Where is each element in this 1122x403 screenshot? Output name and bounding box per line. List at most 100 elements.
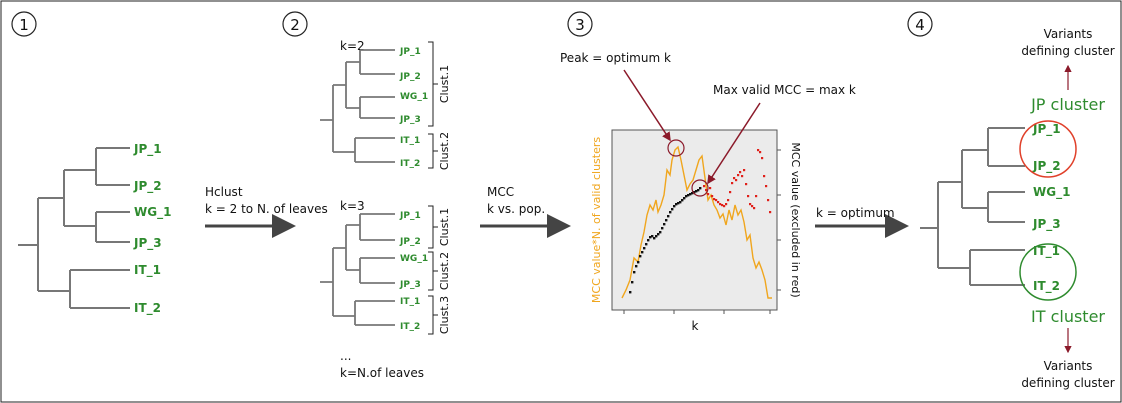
step-marker-2: 2: [282, 11, 308, 37]
leaf-label: WG_1: [400, 254, 428, 264]
valid-point: [641, 251, 644, 254]
valid-point: [647, 239, 650, 242]
arrow-mcc-desc: k vs. pop.: [487, 202, 545, 216]
leaf-label: JP_1: [399, 211, 421, 221]
top-variants-note: Variants: [1044, 27, 1093, 41]
cluster-label: Clust.3: [438, 296, 451, 334]
valid-mcc-points: [629, 187, 702, 294]
valid-point: [695, 190, 698, 193]
svg-text:1: 1: [19, 16, 29, 34]
valid-point: [639, 255, 642, 258]
leaf-label: JP_3: [1032, 217, 1061, 232]
excluded-point: [703, 185, 706, 188]
excluded-point: [705, 189, 708, 192]
valid-point: [637, 261, 640, 264]
cluster-label: Clust.1: [438, 208, 451, 246]
leaf-label: IT_2: [1033, 279, 1060, 294]
excluded-point: [735, 179, 738, 182]
excluded-point: [727, 199, 730, 202]
valid-point: [661, 227, 664, 230]
valid-point: [699, 187, 702, 190]
excluded-point: [717, 201, 720, 204]
valid-point: [679, 201, 682, 204]
cluster-label: Clust.2: [438, 252, 451, 290]
excluded-point: [741, 175, 744, 178]
leaf-label: WG_1: [134, 205, 171, 220]
leaf-label: IT_2: [134, 301, 161, 316]
k3-brackets: [428, 205, 438, 335]
excluded-point: [747, 195, 750, 198]
leaf-label: WG_1: [1033, 185, 1070, 200]
valid-point: [653, 237, 656, 240]
valid-point: [657, 233, 660, 236]
excluded-point: [745, 183, 748, 186]
valid-point: [673, 205, 676, 208]
valid-point: [691, 192, 694, 195]
leaf-label: JP_2: [399, 237, 421, 247]
excluded-point: [723, 205, 726, 208]
valid-point: [685, 195, 688, 198]
valid-point: [671, 208, 674, 211]
arrow-hclust-range: k = 2 to N. of leaves: [205, 202, 328, 216]
excluded-point: [763, 175, 766, 178]
arrow-mcc-label: MCC: [487, 185, 514, 199]
valid-point: [629, 291, 632, 294]
leaf-label: IT_1: [134, 263, 161, 278]
plot-ticks: [623, 149, 781, 314]
step-marker-4: 4: [907, 11, 933, 37]
excluded-point: [769, 211, 772, 214]
step-marker-3: 3: [567, 11, 593, 37]
leaf-label: IT_2: [400, 322, 420, 332]
dendrogram-k2: [320, 49, 395, 163]
svg-text:3: 3: [575, 16, 585, 34]
valid-point: [659, 231, 662, 234]
excluded-point: [759, 151, 762, 154]
dendrogram-k3: [320, 213, 395, 326]
excluded-point: [733, 177, 736, 180]
leaf-label: WG_1: [400, 92, 428, 102]
leaf-label: JP_2: [133, 179, 162, 194]
leaf-label: JP_3: [399, 280, 421, 290]
valid-point: [649, 236, 652, 239]
cluster-label: Clust.2: [438, 132, 451, 170]
excluded-point: [751, 205, 754, 208]
excluded-mcc-points: [703, 149, 772, 214]
bottom-variants-note: Variants: [1044, 359, 1093, 373]
excluded-point: [711, 195, 714, 198]
k-max-label: k=N.of leaves: [340, 366, 424, 380]
svg-text:2: 2: [290, 16, 300, 34]
plot-ylabel-left: MCC value*N. of valid clusters: [590, 137, 603, 303]
leaf-label: JP_2: [1032, 159, 1061, 174]
excluded-point: [715, 199, 718, 202]
valid-point: [667, 215, 670, 218]
excluded-point: [729, 191, 732, 194]
valid-point: [689, 193, 692, 196]
excluded-point: [749, 203, 752, 206]
valid-point: [669, 211, 672, 214]
k2-label: k=2: [340, 39, 365, 53]
valid-point: [643, 247, 646, 250]
k3-label: k=3: [340, 199, 365, 213]
leaf-label: IT_1: [400, 297, 420, 307]
mcc-weighted-line: [621, 145, 772, 299]
max-valid-arrow: [707, 102, 761, 185]
excluded-point: [737, 174, 740, 177]
plot-xlabel: k: [692, 319, 699, 333]
ellipsis: ...: [340, 349, 351, 363]
bottom-defining-note: defining cluster: [1021, 376, 1114, 390]
valid-point: [697, 189, 700, 192]
excluded-point: [721, 204, 724, 207]
valid-point: [693, 191, 696, 194]
svg-text:4: 4: [915, 16, 925, 34]
leaf-label: JP_3: [399, 115, 421, 125]
it-cluster-circle: [1019, 243, 1077, 301]
it-cluster-label: IT cluster: [1031, 307, 1105, 326]
valid-point: [677, 202, 680, 205]
plot-area: [611, 129, 778, 311]
dendrogram-final: [920, 127, 1025, 286]
excluded-point: [713, 198, 716, 201]
leaf-label: JP_2: [399, 72, 421, 82]
